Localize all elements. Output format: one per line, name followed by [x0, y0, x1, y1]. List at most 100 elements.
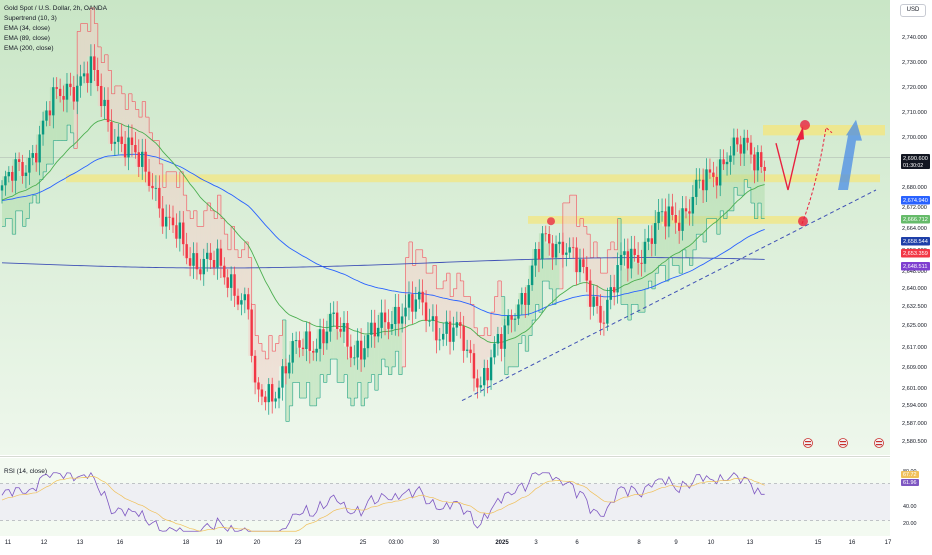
candle[interactable] [493, 343, 496, 358]
candle[interactable] [76, 85, 79, 102]
candle[interactable] [113, 141, 117, 144]
candle[interactable] [342, 322, 346, 332]
candle[interactable] [117, 136, 120, 142]
red-projection-path[interactable] [775, 137, 801, 191]
candle[interactable] [486, 367, 489, 381]
candle[interactable] [229, 274, 233, 288]
price-badge[interactable] [901, 215, 930, 224]
candle[interactable] [206, 252, 209, 259]
candle[interactable] [561, 241, 565, 255]
candle[interactable] [667, 206, 671, 227]
candle[interactable] [52, 87, 55, 116]
rsi-badge[interactable] [901, 471, 919, 478]
candle[interactable] [79, 76, 82, 86]
economic-event-icon[interactable] [874, 438, 884, 448]
price-badge[interactable] [901, 154, 930, 169]
indicator-ema-200[interactable]: EMA (200, close) [4, 45, 54, 52]
candle[interactable] [99, 86, 103, 107]
candle[interactable] [45, 110, 48, 121]
candle[interactable] [199, 269, 202, 275]
candle[interactable] [127, 137, 130, 158]
candle[interactable] [209, 252, 212, 261]
candle[interactable] [630, 248, 633, 269]
candle[interactable] [448, 321, 452, 342]
candle[interactable] [202, 258, 205, 275]
candle[interactable] [640, 262, 643, 264]
candle[interactable] [424, 302, 428, 321]
candle[interactable] [524, 292, 527, 305]
candle[interactable] [250, 309, 253, 356]
candle[interactable] [602, 322, 606, 324]
candle[interactable] [236, 295, 240, 305]
candle[interactable] [332, 312, 335, 314]
candle[interactable] [243, 294, 247, 301]
candle[interactable] [260, 389, 264, 397]
candle[interactable] [48, 110, 52, 116]
candle[interactable] [462, 325, 465, 351]
candle[interactable] [329, 313, 332, 332]
candle[interactable] [7, 171, 11, 177]
candle[interactable] [339, 328, 342, 332]
candle[interactable] [428, 320, 431, 322]
candle[interactable] [578, 259, 582, 273]
candle[interactable] [62, 96, 65, 100]
candle[interactable] [722, 159, 725, 165]
candle[interactable] [654, 223, 657, 244]
candle[interactable] [763, 166, 766, 171]
candle[interactable] [288, 362, 291, 374]
candle[interactable] [82, 73, 86, 77]
candle[interactable] [349, 346, 353, 358]
candle[interactable] [411, 294, 414, 312]
candle[interactable] [565, 252, 568, 255]
candle[interactable] [674, 214, 677, 223]
candle[interactable] [455, 322, 459, 328]
candle[interactable] [168, 216, 171, 218]
candle[interactable] [612, 287, 616, 293]
candle[interactable] [729, 155, 732, 162]
dashed-projection-path[interactable] [801, 126, 833, 224]
candle[interactable] [335, 312, 339, 329]
pivot-point[interactable] [547, 217, 555, 226]
candle[interactable] [58, 88, 62, 97]
candle[interactable] [708, 169, 712, 173]
candle[interactable] [353, 357, 356, 359]
candle[interactable] [106, 99, 110, 123]
candle[interactable] [537, 248, 541, 260]
candle[interactable] [534, 248, 537, 266]
candle[interactable] [496, 334, 500, 344]
candle[interactable] [257, 382, 260, 390]
candle[interactable] [171, 217, 175, 226]
candle[interactable] [377, 327, 380, 337]
candle[interactable] [510, 315, 513, 320]
candle[interactable] [154, 187, 158, 189]
candle[interactable] [4, 176, 7, 186]
price-badge[interactable] [901, 196, 930, 205]
price-badge[interactable] [901, 237, 930, 246]
candle[interactable] [318, 329, 322, 349]
candle[interactable] [609, 287, 612, 300]
candle[interactable] [359, 340, 363, 360]
candle[interactable] [356, 340, 359, 358]
resistance-zone[interactable] [763, 125, 885, 136]
ema-34-line[interactable] [1, 118, 765, 343]
candle[interactable] [500, 334, 503, 349]
candle[interactable] [548, 234, 551, 244]
candle[interactable] [517, 304, 520, 319]
candle[interactable] [291, 341, 294, 363]
candle[interactable] [746, 137, 749, 143]
candle[interactable] [636, 255, 640, 263]
candle[interactable] [17, 159, 21, 162]
candle[interactable] [736, 137, 739, 145]
candle[interactable] [701, 179, 705, 191]
candle[interactable] [151, 185, 154, 189]
candle[interactable] [599, 305, 602, 323]
candle[interactable] [96, 69, 99, 87]
candle[interactable] [626, 251, 630, 269]
candle[interactable] [705, 169, 708, 191]
candle[interactable] [438, 339, 441, 341]
candle[interactable] [373, 322, 376, 337]
candle[interactable] [223, 265, 226, 278]
candle[interactable] [301, 347, 305, 350]
candle[interactable] [240, 300, 243, 305]
